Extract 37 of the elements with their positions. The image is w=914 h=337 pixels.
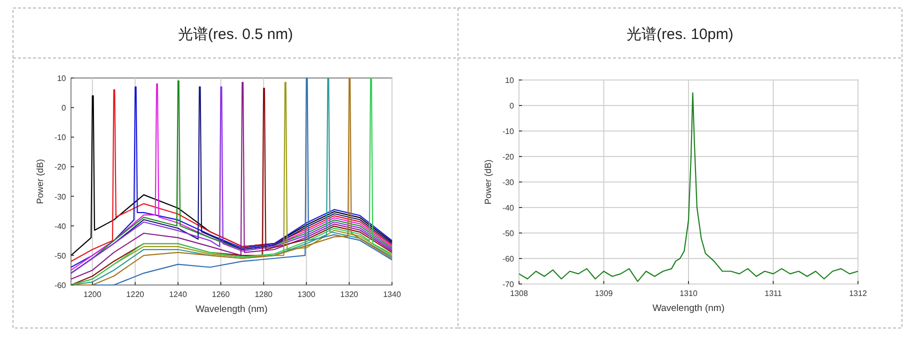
y-tick-label: -10 xyxy=(54,133,67,142)
y-tick-label: 0 xyxy=(62,104,67,113)
x-tick-label: 1300 xyxy=(298,290,316,299)
y-tick-label: -50 xyxy=(54,251,67,260)
line-series xyxy=(518,92,859,282)
x-tick-label: 1308 xyxy=(510,289,528,298)
y-tick-label: -40 xyxy=(54,222,67,231)
x-tick-label: 1260 xyxy=(212,290,230,299)
y-tick-label: -70 xyxy=(502,280,515,289)
x-axis-title: Wavelength (nm) xyxy=(196,304,268,315)
y-tick-label: -60 xyxy=(502,254,515,264)
y-tick-label: 10 xyxy=(57,74,67,83)
x-tick-label: 1312 xyxy=(849,289,868,298)
x-tick-label: 1309 xyxy=(594,289,614,298)
x-tick-label: 1240 xyxy=(169,290,188,299)
x-tick-label: 1311 xyxy=(764,289,782,298)
x-tick-label: 1280 xyxy=(254,290,274,299)
y-tick-label: 0 xyxy=(510,102,515,110)
chart-title: 光谱(res. 0.5 nm) xyxy=(178,26,294,43)
x-tick-label: 1320 xyxy=(340,290,359,299)
y-axis-title: Power (dB) xyxy=(35,158,45,204)
y-tick-label: -40 xyxy=(502,204,515,212)
y-tick-label: -10 xyxy=(502,127,515,136)
y-tick-label: -30 xyxy=(502,178,515,187)
x-axis-title: Wavelength (nm) xyxy=(652,303,724,314)
y-tick-label: -30 xyxy=(54,192,67,202)
x-tick-label: 1200 xyxy=(84,290,102,299)
y-tick-label: 10 xyxy=(505,76,515,85)
y-tick-label: -50 xyxy=(502,229,515,238)
x-tick-label: 1220 xyxy=(126,290,145,299)
y-tick-label: -60 xyxy=(54,281,67,290)
y-tick-label: -20 xyxy=(54,162,67,172)
x-tick-label: 1340 xyxy=(383,290,402,299)
y-axis-title: Power (dB) xyxy=(483,159,493,205)
chart-title: 光谱(res. 10pm) xyxy=(626,26,734,43)
y-tick-label: -20 xyxy=(502,152,515,162)
x-tick-label: 1310 xyxy=(680,289,698,298)
